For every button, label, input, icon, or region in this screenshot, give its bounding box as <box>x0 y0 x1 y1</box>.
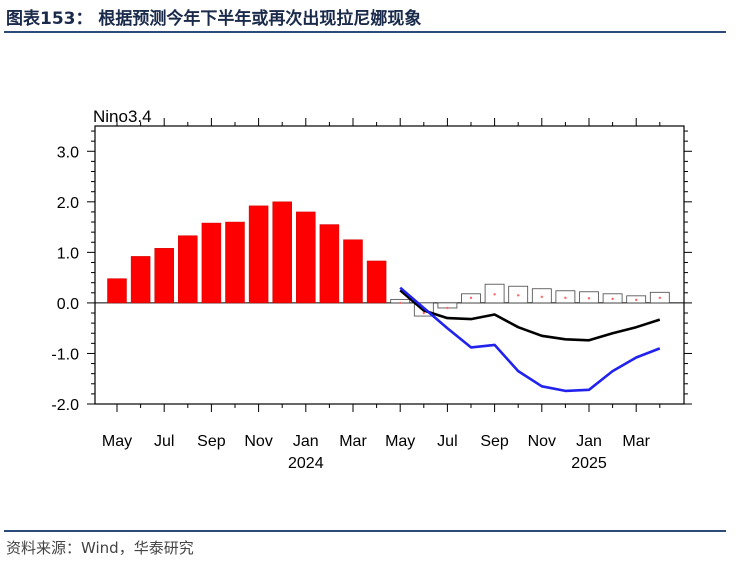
observed-bar <box>272 201 292 304</box>
y-tick-label: 3.0 <box>57 144 79 161</box>
x-tick-label: Mar <box>339 433 367 450</box>
plot-frame <box>94 125 685 405</box>
forecast-dot <box>540 295 543 299</box>
source-note: 资料来源：Wind，华泰研究 <box>6 539 194 557</box>
y-tick-label: -2.0 <box>51 397 79 414</box>
forecast-dot <box>399 301 402 305</box>
figure-title: 图表153： 根据预测今年下半年或再次出现拉尼娜现象 <box>6 9 422 29</box>
nino34-chart: 3.0 2.0 1.0 0.0 -1.0 -2.0 May Jul Sep Nov Jan Mar Ma… <box>51 107 692 472</box>
forecast-dot <box>493 293 496 296</box>
forecast-dot <box>611 297 614 301</box>
forecast-dot <box>587 297 591 300</box>
forecast-line-black <box>399 289 661 342</box>
x-tick-label: Jan <box>576 433 602 450</box>
x-tick-label: Jul <box>154 433 174 450</box>
forecast-dot <box>658 296 661 300</box>
x-tick-label: May <box>385 433 415 450</box>
forecast-dot <box>517 294 520 297</box>
observed-bar <box>178 235 198 304</box>
figure-header: 图表153： 根据预测今年下半年或再次出现拉尼娜现象 <box>0 0 736 34</box>
observed-bar <box>343 239 363 304</box>
observed-bar <box>319 224 340 304</box>
observed-bar <box>154 248 174 304</box>
x-tick-label: Nov <box>528 433 556 450</box>
y-tick-label: 1.0 <box>57 245 79 262</box>
x-tick-label: Sep <box>197 433 226 450</box>
x-tick-label: May <box>102 433 132 450</box>
header-rule <box>4 31 726 33</box>
year-label: 2025 <box>571 455 607 472</box>
observed-bar <box>130 256 151 304</box>
observed-bar <box>248 205 269 304</box>
forecast-dot <box>635 298 638 302</box>
forecast-dot <box>422 311 425 315</box>
x-tick-label: Jan <box>293 433 319 450</box>
forecast-dot <box>469 296 473 300</box>
x-tick-label: Nov <box>244 433 272 450</box>
observed-bar <box>366 260 387 304</box>
plot-title: Nino3.4 <box>93 107 152 126</box>
forecast-line-blue <box>399 286 661 393</box>
observed-bar <box>225 221 245 304</box>
y-tick-label: 0.0 <box>57 296 79 313</box>
y-tick-label: 2.0 <box>57 195 79 212</box>
forecast-dot <box>564 296 567 300</box>
x-tick-label: Mar <box>622 433 650 450</box>
year-label: 2024 <box>288 455 324 472</box>
footer-rule <box>4 530 726 532</box>
observed-bar <box>201 222 222 304</box>
observed-bar <box>296 211 316 304</box>
forecast-dot <box>446 306 449 310</box>
x-tick-label: Sep <box>480 433 509 450</box>
x-tick-label: Jul <box>437 433 457 450</box>
y-tick-label: -1.0 <box>51 346 79 363</box>
observed-bar <box>107 278 127 304</box>
